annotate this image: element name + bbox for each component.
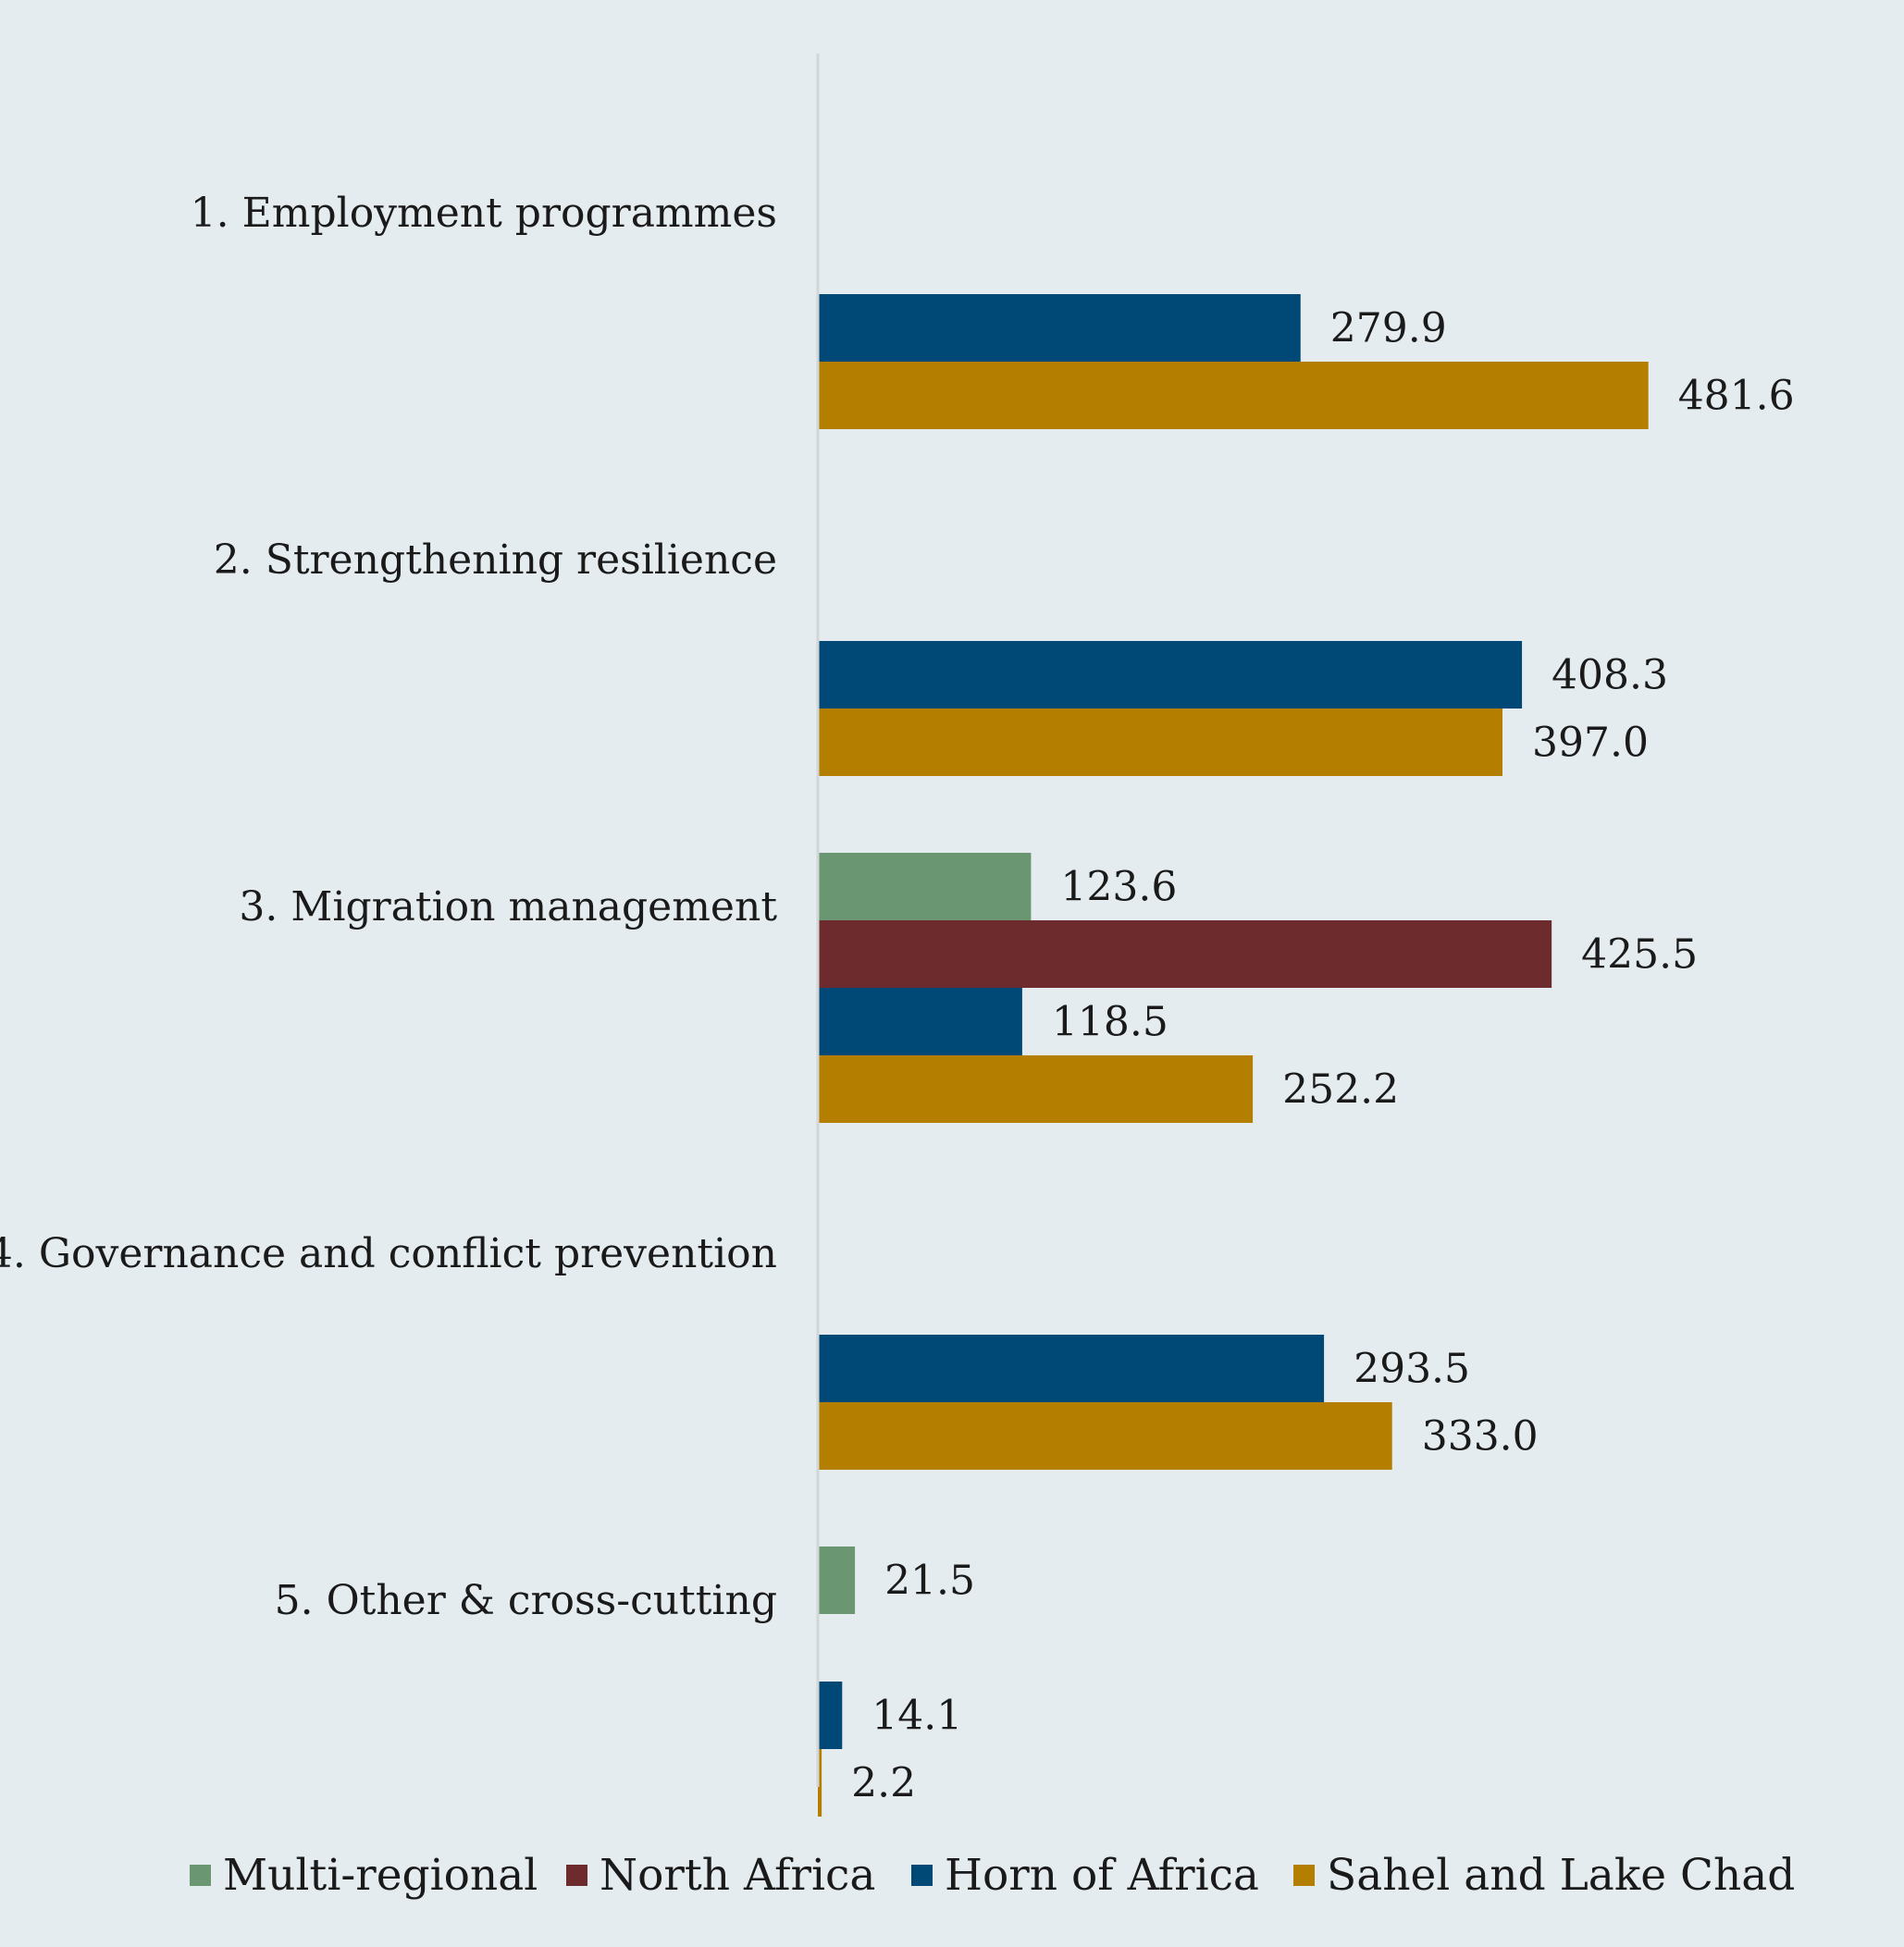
legend-label: Horn of Africa [945,1850,1259,1901]
bar-north-africa-3 [818,920,1552,988]
value-label: 293.5 [1354,1346,1470,1393]
bars-layer [818,294,1649,1817]
category-label: 1. Employment programmes [191,190,777,237]
value-label: 123.6 [1060,864,1177,911]
value-label: 425.5 [1581,931,1698,979]
legend-label: North Africa [600,1850,875,1901]
legend-label: Multi-regional [223,1850,538,1901]
bar-horn-of-africa-4 [818,1335,1325,1402]
value-label: 397.0 [1532,720,1649,767]
legend: Multi-regional North Africa Horn of Africa… [190,1850,1795,1901]
bar-horn-of-africa-2 [818,641,1523,709]
bar-sahel-and-lake-chad-5 [818,1749,822,1817]
value-label: 252.2 [1282,1066,1399,1114]
bar-sahel-and-lake-chad-4 [818,1402,1392,1470]
value-label: 279.9 [1330,305,1447,352]
bar-sahel-and-lake-chad-2 [818,709,1503,776]
value-label: 481.6 [1678,373,1795,420]
bar-multi-regional-5 [818,1547,856,1614]
bar-multi-regional-3 [818,853,1032,920]
legend-swatch [911,1865,933,1886]
bar-horn-of-africa-3 [818,988,1022,1055]
category-label: 2. Strengthening resilience [214,536,777,584]
category-label: 4. Governance and conflict prevention [0,1230,777,1277]
bar-horn-of-africa-1 [818,294,1301,362]
category-label: 5. Other & cross-cutting [275,1577,777,1624]
bar-horn-of-africa-5 [818,1682,843,1749]
category-label: 3. Migration management [239,883,777,930]
legend-swatch [566,1865,587,1886]
value-labels: 279.9 481.6 408.3 397.0 123.6 425.5 118.5 252.2… [851,305,1795,1807]
value-label: 118.5 [1052,999,1168,1046]
legend-swatch [1293,1865,1315,1886]
bar-sahel-and-lake-chad-3 [818,1055,1254,1123]
value-label: 2.2 [851,1760,916,1807]
bar-sahel-and-lake-chad-1 [818,362,1649,429]
legend-label: Sahel and Lake Chad [1327,1850,1795,1901]
value-label: 333.0 [1422,1413,1539,1460]
value-label: 21.5 [884,1558,975,1605]
category-labels: 1. Employment programmes 2. Strengthening… [0,190,777,1624]
value-label: 14.1 [872,1693,962,1740]
value-label: 408.3 [1552,652,1668,699]
legend-swatch [190,1865,211,1886]
